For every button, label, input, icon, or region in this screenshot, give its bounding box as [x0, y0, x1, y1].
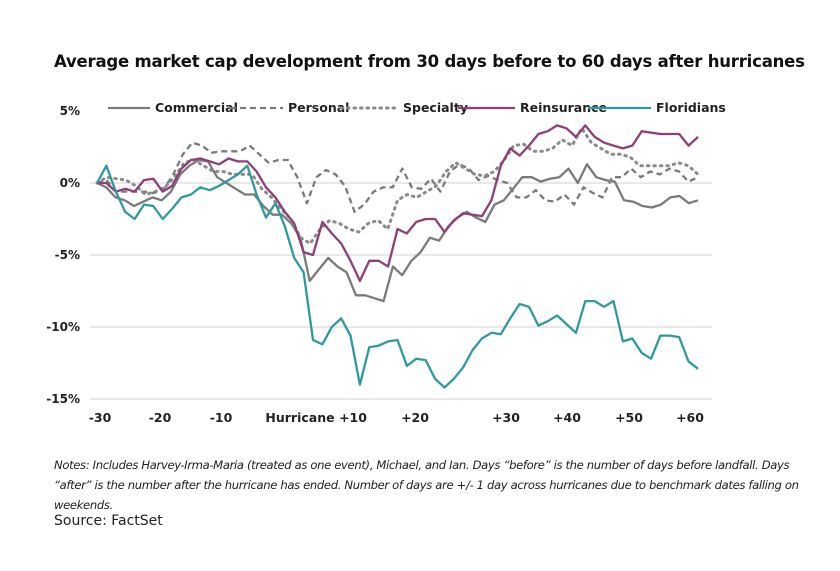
y-tick-label: -10%	[46, 320, 80, 334]
y-tick-label: -5%	[55, 248, 80, 262]
x-axis-ticks: -30 -20 -10 Hurricane +10 +20 +30 +40 +50 +60	[89, 410, 705, 425]
legend-label-reinsurance: Reinsurance	[520, 100, 607, 115]
x-tick-label: -20	[149, 410, 172, 425]
x-tick-label: +10	[339, 410, 367, 425]
x-tick-label: -10	[210, 410, 233, 425]
x-tick-label: +20	[401, 410, 429, 425]
chart-notes: Notes: Includes Harvey-Irma-Maria (treat…	[54, 458, 799, 512]
series-line-personal	[96, 141, 699, 213]
y-tick-label: -15%	[46, 392, 80, 406]
x-tick-label: -30	[89, 410, 112, 425]
x-tick-label: +50	[615, 410, 643, 425]
x-tick-label: +60	[676, 410, 704, 425]
x-tick-label: +40	[553, 410, 581, 425]
series-line-reinsurance	[97, 124, 699, 283]
series-lines	[95, 124, 700, 389]
y-tick-label: 5%	[60, 104, 80, 118]
legend: Commercial Personal Specialty Reinsurance Fl…	[108, 100, 726, 115]
gridlines	[90, 182, 712, 400]
series-line-specialty	[95, 126, 700, 245]
chart-title: Average market cap development from 30 d…	[54, 52, 805, 71]
legend-label-floridians: Floridians	[656, 100, 726, 115]
y-tick-label: 0%	[60, 176, 80, 190]
y-axis-ticks: 5% 0% -5% -10% -15%	[46, 104, 80, 406]
series-line-floridians	[95, 164, 699, 389]
legend-label-specialty: Specialty	[403, 100, 468, 115]
x-tick-label: Hurricane	[265, 410, 334, 425]
legend-label-commercial: Commercial	[155, 100, 238, 115]
series-line-commercial	[96, 158, 699, 303]
legend-label-personal: Personal	[288, 100, 349, 115]
chart-source: Source: FactSet	[54, 513, 163, 529]
x-tick-label: +30	[492, 410, 520, 425]
